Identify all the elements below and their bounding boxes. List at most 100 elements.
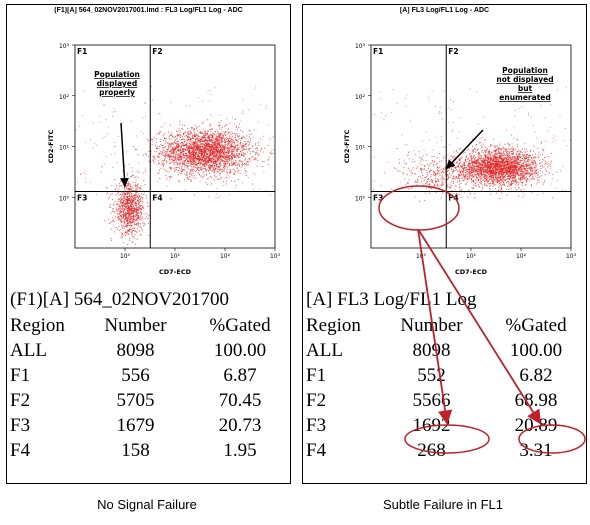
data-point [524, 157, 525, 159]
data-point [213, 158, 215, 160]
data-point [212, 137, 214, 139]
data-point [503, 179, 505, 181]
data-point [128, 195, 130, 197]
data-point [213, 156, 215, 158]
data-point [160, 126, 162, 128]
data-point [128, 224, 130, 226]
data-point [227, 146, 229, 148]
data-point [85, 141, 87, 143]
data-point [513, 174, 515, 175]
data-point [123, 217, 125, 219]
data-point [189, 150, 191, 152]
data-point [515, 187, 517, 189]
data-point [194, 149, 196, 151]
data-point [204, 150, 206, 152]
data-point [99, 121, 101, 123]
data-point [218, 124, 220, 126]
data-point [191, 154, 193, 156]
data-point [169, 157, 171, 159]
data-point [491, 171, 493, 173]
data-point [181, 146, 182, 148]
data-point [137, 217, 139, 219]
data-point [191, 174, 193, 176]
data-point [140, 213, 142, 215]
data-point [169, 166, 170, 168]
header-gated: %Gated [209, 315, 271, 336]
data-point [189, 170, 191, 172]
data-point [235, 125, 237, 127]
data-point [236, 153, 238, 155]
data-point [483, 173, 485, 175]
data-point [191, 162, 192, 164]
data-point [122, 193, 124, 195]
data-point [491, 163, 493, 165]
data-point [501, 153, 503, 155]
data-point [478, 173, 479, 175]
data-point [229, 122, 231, 124]
data-point [121, 205, 123, 207]
data-point [258, 144, 260, 146]
data-point [136, 220, 138, 222]
data-point [75, 129, 77, 131]
data-point [202, 159, 204, 161]
data-point [227, 162, 228, 164]
data-point [224, 166, 226, 168]
data-point [217, 141, 219, 143]
data-point [228, 132, 229, 134]
data-point [179, 151, 181, 153]
data-point [187, 133, 189, 135]
data-point [458, 148, 460, 150]
data-point [471, 168, 473, 170]
data-point [198, 125, 200, 127]
data-point [495, 159, 497, 161]
data-point [211, 139, 213, 141]
data-point [203, 149, 205, 151]
data-point [245, 145, 247, 147]
data-point [196, 153, 198, 155]
data-point [130, 214, 131, 216]
data-point [228, 159, 230, 161]
data-point [490, 176, 492, 178]
data-point [221, 155, 223, 157]
data-point [196, 134, 198, 136]
data-point [174, 149, 176, 151]
data-point [133, 219, 135, 220]
data-point [130, 225, 132, 227]
data-point [488, 167, 490, 169]
data-point [102, 137, 104, 139]
data-point [131, 190, 133, 192]
data-point [236, 150, 238, 152]
table-row: F3 1679 20.73 [10, 415, 290, 439]
data-point [125, 232, 127, 234]
data-point [268, 164, 269, 166]
data-point [140, 214, 142, 216]
data-point [493, 181, 495, 183]
data-point [128, 200, 130, 201]
data-point [193, 142, 195, 144]
data-point [219, 153, 221, 155]
data-point [135, 209, 137, 211]
data-point [193, 128, 195, 130]
data-point [136, 222, 138, 224]
data-point [136, 209, 138, 211]
data-point [198, 166, 200, 168]
data-point [206, 141, 208, 143]
left-plot-frame: (F1)[A] 564_02NOV2017001.lmd : FL3 Log/F… [6, 4, 291, 288]
data-point [217, 139, 218, 141]
data-point [127, 216, 129, 218]
data-point [131, 167, 133, 169]
data-point [510, 184, 512, 186]
data-point [498, 157, 500, 159]
data-point [193, 148, 195, 150]
data-point [184, 147, 186, 149]
data-point [122, 202, 124, 204]
data-point [202, 147, 204, 148]
data-point [201, 132, 203, 134]
data-point [193, 177, 194, 179]
data-point [189, 139, 191, 141]
data-point [208, 125, 210, 127]
data-point [172, 147, 173, 149]
data-point [235, 171, 236, 173]
data-point [228, 151, 229, 153]
